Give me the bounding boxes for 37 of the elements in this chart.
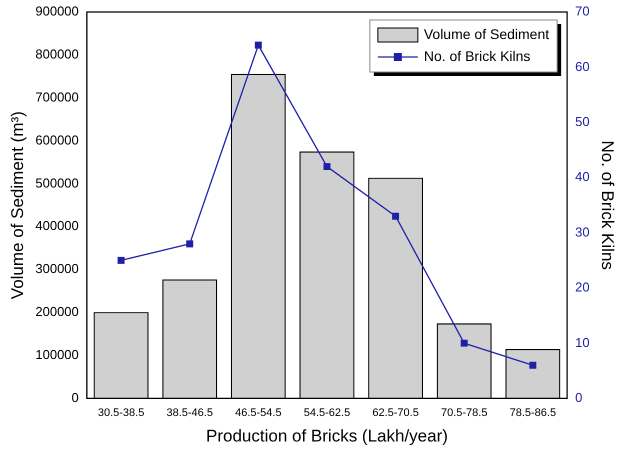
y-tick-label: 0	[72, 390, 79, 405]
y2-tick-label: 70	[575, 4, 590, 19]
y-axis-title: Volume of Sediment (m³)	[8, 111, 27, 300]
legend-label: Volume of Sediment	[424, 26, 550, 42]
point	[529, 362, 536, 369]
y2-tick-label: 60	[575, 58, 590, 74]
x-axis-title: Production of Bricks (Lakh/year)	[206, 426, 448, 446]
y-tick-label: 800000	[35, 46, 79, 62]
point	[392, 212, 400, 220]
point	[254, 42, 262, 49]
y2-tick-label: 20	[575, 280, 590, 295]
x-tick-label: 54.5-62.5	[304, 407, 350, 420]
x-tick-label: 70.5-78.5	[440, 407, 488, 420]
point	[460, 340, 468, 347]
y2-tick-label: 0	[575, 390, 582, 405]
y-tick-label: 300000	[35, 261, 79, 276]
x-tick-label: 30.5-38.5	[98, 407, 144, 420]
point	[186, 240, 194, 248]
x-tick-label: 62.5-70.5	[372, 407, 419, 420]
y2-axis-title: No. of Brick Kilns	[598, 140, 618, 270]
point	[118, 256, 125, 264]
y2-tick-label: 50	[575, 114, 590, 129]
x-tick-label: 46.5-54.5	[235, 407, 282, 420]
y-tick-label: 600000	[35, 132, 79, 148]
y2-tick-label: 40	[575, 169, 590, 184]
y2-tick-label: 10	[575, 334, 590, 350]
y-tick-label: 500000	[35, 175, 79, 190]
y-tick-label: 100000	[35, 347, 79, 362]
x-tick-label: 78.5-86.5	[510, 407, 556, 420]
y2-tick-label: 30	[575, 224, 590, 240]
point	[323, 163, 330, 170]
y-tick-label: 700000	[35, 89, 79, 104]
legend-label: No. of Brick Kilns	[424, 48, 530, 64]
x-tick-label: 38.5-46.5	[166, 407, 213, 420]
y-tick-label: 400000	[35, 218, 79, 234]
y-tick-label: 200000	[35, 304, 79, 320]
y-tick-label: 900000	[35, 4, 79, 19]
